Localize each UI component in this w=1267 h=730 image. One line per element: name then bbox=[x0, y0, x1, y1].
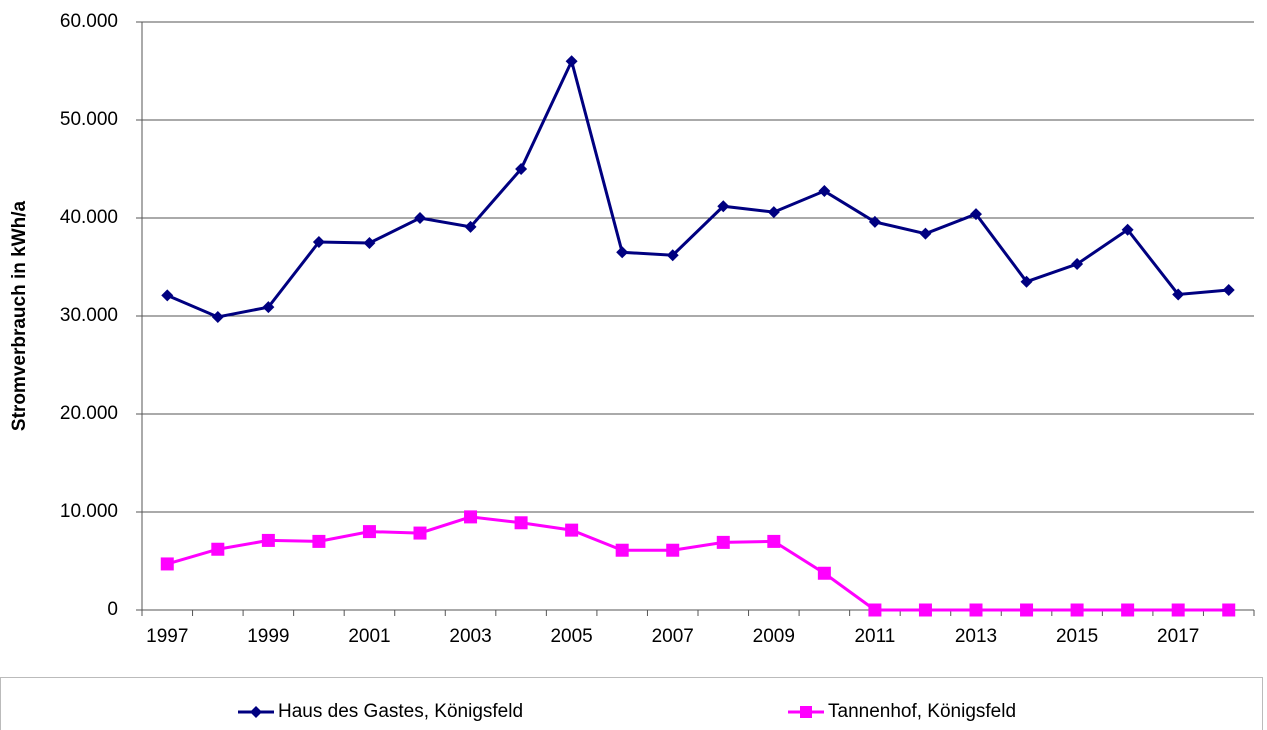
y-tick-label: 10.000 bbox=[60, 501, 118, 522]
data-point bbox=[1020, 603, 1034, 617]
x-tick-label: 2009 bbox=[753, 626, 795, 647]
data-point bbox=[464, 510, 478, 524]
data-point bbox=[261, 533, 275, 547]
data-point bbox=[362, 525, 376, 539]
data-point bbox=[565, 55, 578, 68]
data-point bbox=[1171, 603, 1185, 617]
data-point bbox=[716, 535, 730, 549]
data-point bbox=[918, 603, 932, 617]
x-tick-label: 2005 bbox=[550, 626, 592, 647]
x-tick-label: 2011 bbox=[854, 626, 895, 647]
data-point bbox=[515, 163, 528, 175]
data-point bbox=[514, 516, 528, 530]
data-point bbox=[1121, 603, 1135, 617]
data-point bbox=[211, 310, 224, 323]
data-point bbox=[1121, 223, 1134, 236]
data-point bbox=[666, 543, 680, 557]
data-point bbox=[464, 220, 477, 233]
data-point bbox=[666, 249, 679, 262]
data-point bbox=[616, 246, 629, 259]
data-point bbox=[767, 534, 781, 548]
x-tick-label: 1997 bbox=[146, 626, 188, 647]
x-tick-label: 2017 bbox=[1157, 626, 1199, 647]
data-point bbox=[1222, 284, 1235, 297]
legend-marker bbox=[800, 706, 812, 718]
data-point bbox=[262, 301, 275, 314]
y-tick-label: 30.000 bbox=[60, 305, 118, 326]
x-tick-label: 2001 bbox=[348, 626, 390, 647]
y-axis-label: Stromverbrauch in kWh/a bbox=[9, 200, 30, 431]
data-point bbox=[413, 526, 427, 540]
data-point bbox=[615, 543, 629, 557]
x-tick-label: 1999 bbox=[247, 626, 289, 647]
y-tick-label: 0 bbox=[107, 599, 118, 620]
data-point bbox=[919, 227, 932, 240]
data-point bbox=[312, 534, 326, 548]
data-point bbox=[312, 236, 325, 249]
legend-label: Tannenhof, Königsfeld bbox=[828, 701, 1016, 722]
data-point bbox=[1020, 275, 1033, 288]
data-point bbox=[970, 208, 982, 221]
data-point bbox=[1222, 603, 1236, 617]
data-point bbox=[817, 566, 831, 580]
data-point bbox=[818, 185, 831, 198]
data-point bbox=[363, 236, 376, 249]
series-line bbox=[166, 515, 1229, 612]
legend-marker bbox=[250, 706, 262, 718]
data-point bbox=[767, 206, 780, 219]
data-point bbox=[565, 523, 579, 537]
legend-box bbox=[0, 677, 1263, 730]
data-point bbox=[1172, 288, 1185, 301]
series-line bbox=[166, 56, 1229, 319]
x-tick-label: 2007 bbox=[652, 626, 694, 647]
x-tick-label: 2013 bbox=[955, 626, 997, 647]
data-point bbox=[414, 212, 426, 224]
data-point bbox=[868, 215, 881, 228]
data-point bbox=[211, 542, 225, 556]
y-tick-label: 60.000 bbox=[60, 11, 118, 32]
data-point bbox=[717, 200, 730, 213]
x-tick-label: 2015 bbox=[1056, 626, 1098, 647]
data-point bbox=[1071, 258, 1084, 271]
y-tick-label: 40.000 bbox=[60, 207, 118, 228]
data-point bbox=[160, 557, 174, 571]
data-point bbox=[161, 289, 174, 302]
x-tick-label: 2003 bbox=[449, 626, 491, 647]
legend-label: Haus des Gastes, Königsfeld bbox=[278, 701, 523, 722]
data-point bbox=[1070, 603, 1084, 617]
y-tick-label: 50.000 bbox=[60, 109, 118, 130]
data-point bbox=[969, 603, 983, 617]
y-tick-label: 20.000 bbox=[60, 403, 118, 424]
data-point bbox=[868, 603, 882, 617]
